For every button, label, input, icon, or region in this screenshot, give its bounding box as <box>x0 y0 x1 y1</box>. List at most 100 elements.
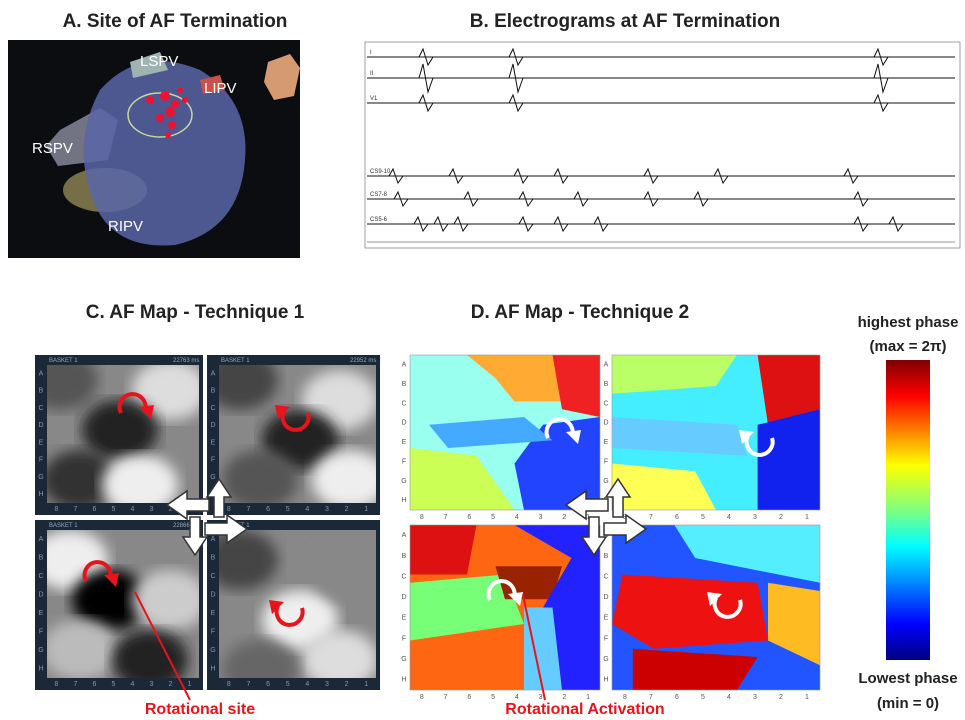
row-label: G <box>401 656 406 663</box>
row-label: B <box>39 555 44 562</box>
block-arrow <box>564 489 609 521</box>
trace <box>367 93 955 113</box>
col-label: 7 <box>444 514 448 521</box>
vein-label: LSPV <box>140 53 178 70</box>
row-label: H <box>401 497 406 504</box>
map-blob <box>219 365 278 410</box>
row-label: A <box>39 536 44 543</box>
trace <box>367 47 955 67</box>
col-label: 3 <box>753 514 757 521</box>
col-label: 2 <box>169 681 173 688</box>
col-label: 4 <box>515 694 519 701</box>
row-label: B <box>211 555 216 562</box>
block-arrow <box>603 513 648 545</box>
col-label: 3 <box>539 514 543 521</box>
grey-map <box>219 530 376 678</box>
col-label: 7 <box>246 681 250 688</box>
row-label: F <box>402 458 406 465</box>
map-header: BASKET 1 <box>49 358 78 364</box>
phase-colorbar <box>886 360 930 660</box>
col-label: 8 <box>420 694 424 701</box>
col-label: 7 <box>649 514 653 521</box>
col-label: 6 <box>93 681 97 688</box>
row-label: C <box>603 400 608 407</box>
row-label: D <box>401 594 406 601</box>
row-label: F <box>402 635 406 642</box>
channel-label: II <box>370 71 374 77</box>
trace <box>367 190 955 208</box>
phase-region <box>524 607 562 690</box>
col-label: 4 <box>727 694 731 701</box>
col-label: 6 <box>266 506 270 513</box>
colorbar-label: (min = 0) <box>877 695 939 712</box>
row-label: B <box>402 553 407 560</box>
map-border <box>611 524 821 691</box>
col-label: 4 <box>727 514 731 521</box>
block-arrow <box>165 489 210 521</box>
row-label: G <box>38 647 43 654</box>
col-label: 7 <box>74 506 78 513</box>
col-label: 2 <box>345 506 349 513</box>
col-label: 1 <box>188 681 192 688</box>
pointer-line <box>522 594 546 701</box>
map-technique-2: A B C D E F G H 8 7 6 5 4 3 2 1 A B C D E F G H 8 7 6 5 4 3 2 1 A B C D E F G H… <box>401 354 821 701</box>
colorbar-label: (max = 2π) <box>870 338 947 355</box>
col-label: 6 <box>467 694 471 701</box>
col-label: 6 <box>675 514 679 521</box>
phase-region <box>410 525 477 575</box>
panel-title: B. Electrograms at AF Termination <box>470 11 780 32</box>
row-label: G <box>38 474 43 481</box>
vein-label: LIPV <box>204 80 237 97</box>
pointer-line <box>134 591 191 701</box>
row-label: H <box>603 677 608 684</box>
rotation-arrowhead <box>139 405 154 419</box>
row-label: E <box>39 439 44 446</box>
row-label: B <box>604 381 609 388</box>
row-label: F <box>39 457 43 464</box>
col-label: 6 <box>467 514 471 521</box>
row-label: F <box>604 635 608 642</box>
phase-map <box>410 355 600 510</box>
annotation: Rotational site <box>145 701 255 718</box>
row-label: A <box>402 362 407 369</box>
col-label: 6 <box>675 694 679 701</box>
row-label: C <box>38 405 43 412</box>
row-label: E <box>402 439 407 446</box>
col-label: 8 <box>227 506 231 513</box>
row-label: C <box>401 573 406 580</box>
rotation-arrow <box>117 392 148 414</box>
map-blob <box>312 540 376 600</box>
col-label: 2 <box>562 694 566 701</box>
rotation-arrow <box>744 435 775 457</box>
row-label: F <box>39 629 43 636</box>
row-label: F <box>211 457 215 464</box>
electrogram-frame <box>364 41 961 249</box>
rotation-arrowhead <box>566 430 581 444</box>
phase-region <box>514 525 600 690</box>
map-blob <box>82 400 158 460</box>
block-arrow <box>580 516 608 557</box>
map-border <box>409 524 601 691</box>
trace <box>367 167 955 185</box>
row-label: E <box>402 615 407 622</box>
row-label: C <box>38 573 43 580</box>
col-label: 1 <box>805 514 809 521</box>
row-label: G <box>603 478 608 485</box>
col-label: 7 <box>246 506 250 513</box>
annotation: Rotational Activation <box>505 701 664 718</box>
row-label: F <box>211 629 215 636</box>
row-label: G <box>401 478 406 485</box>
col-label: 5 <box>112 506 116 513</box>
map-header: 22866 ms <box>173 523 199 529</box>
col-label: 7 <box>74 681 78 688</box>
map-blob <box>112 630 188 678</box>
colorbar-label: Lowest phase <box>858 670 957 687</box>
rotation-arrowhead <box>269 600 284 614</box>
phase-region <box>757 355 820 425</box>
col-label: 2 <box>169 506 173 513</box>
map-blob <box>47 365 98 410</box>
col-label: 6 <box>93 506 97 513</box>
row-label: D <box>38 422 43 429</box>
map-border <box>611 354 821 511</box>
col-label: 7 <box>649 694 653 701</box>
